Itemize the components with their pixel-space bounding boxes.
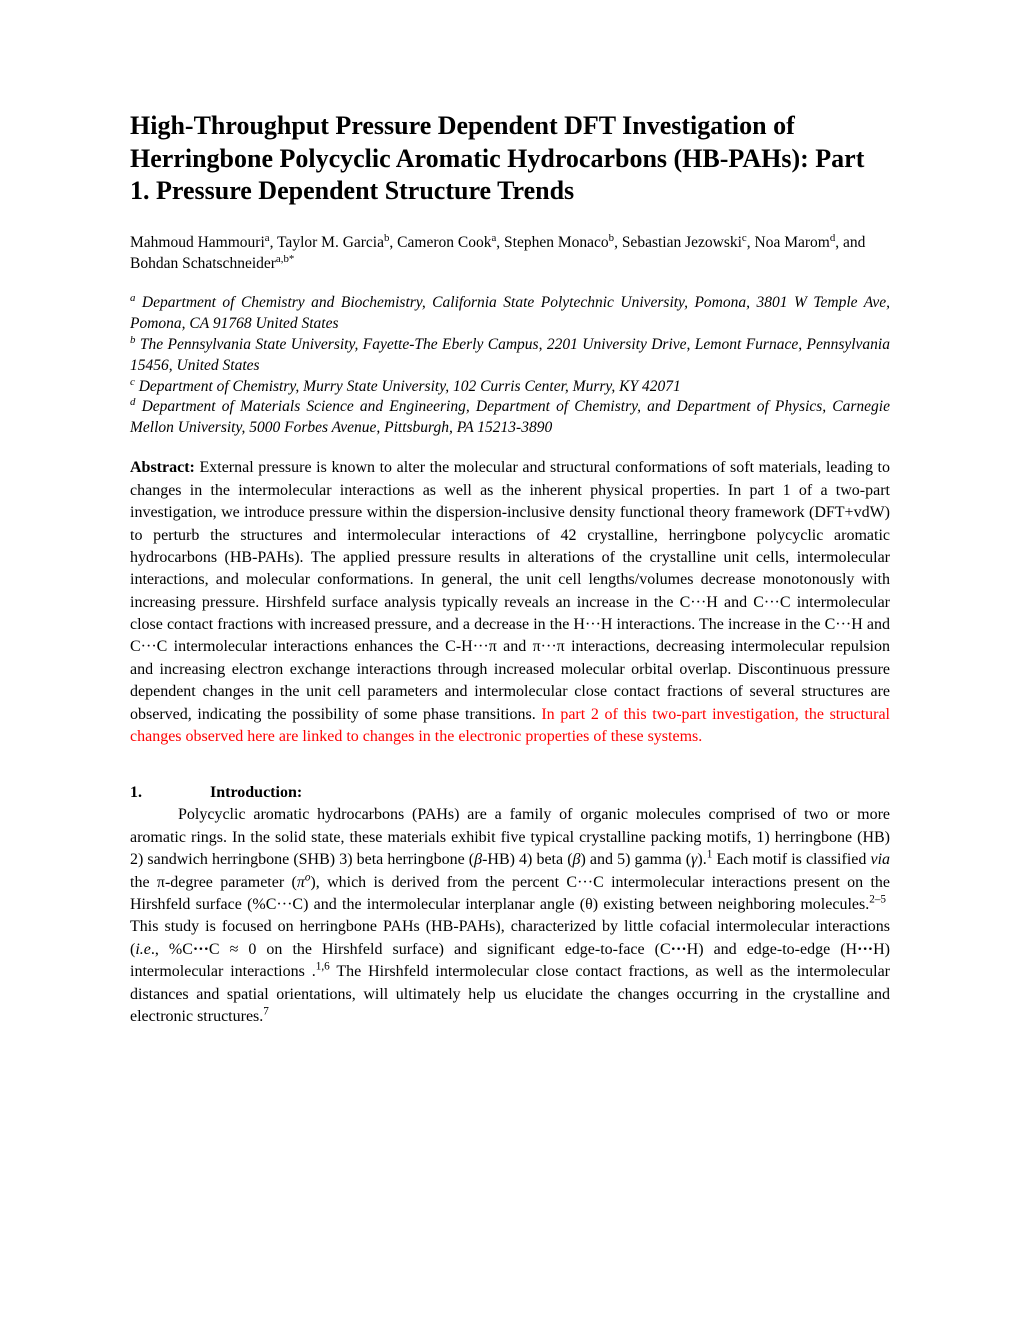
section-header-intro: 1.Introduction:	[130, 784, 890, 802]
section-title: Introduction:	[210, 784, 302, 801]
affiliation-a: a Department of Chemistry and Biochemist…	[130, 293, 890, 335]
abstract-main-text: External pressure is known to alter the …	[130, 459, 890, 722]
document-page: High-Throughput Pressure Dependent DFT I…	[0, 0, 1020, 1088]
paper-title: High-Throughput Pressure Dependent DFT I…	[130, 110, 890, 208]
intro-paragraph: Polycyclic aromatic hydrocarbons (PAHs) …	[130, 804, 890, 1028]
affiliation-d: d Department of Materials Science and En…	[130, 397, 890, 439]
affiliation-c: c Department of Chemistry, Murry State U…	[130, 377, 890, 398]
author-list: Mahmoud Hammouria, Taylor M. Garciab, Ca…	[130, 232, 890, 275]
abstract-label: Abstract:	[130, 459, 195, 476]
affiliation-b: b The Pennsylvania State University, Fay…	[130, 335, 890, 377]
section-number: 1.	[130, 784, 210, 802]
abstract-block: Abstract: External pressure is known to …	[130, 457, 890, 748]
affiliation-block: a Department of Chemistry and Biochemist…	[130, 293, 890, 439]
